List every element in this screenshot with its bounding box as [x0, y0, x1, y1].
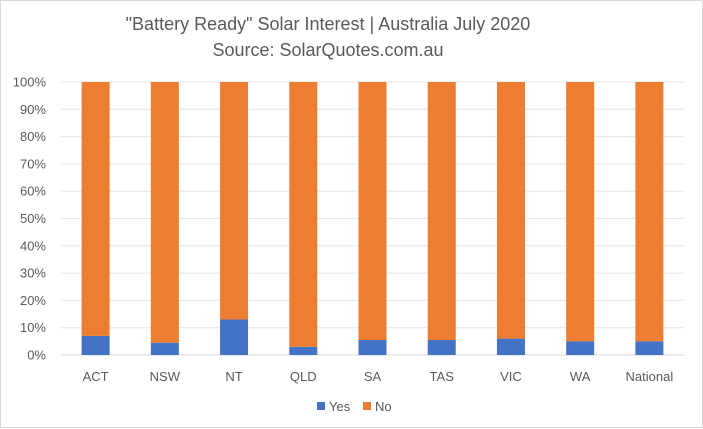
legend-swatch-no — [363, 402, 371, 410]
bar-no-nt — [220, 82, 249, 320]
x-tick-label: National — [626, 369, 674, 384]
bar-yes-act — [81, 335, 110, 355]
x-tick-label: WA — [570, 369, 591, 384]
y-tick-label: 0% — [27, 348, 46, 363]
x-axis-ticks: ACT NSW NT QLD SA TAS VIC WA National — [83, 369, 674, 384]
x-tick-label: NSW — [150, 369, 181, 384]
bar-yes-qld — [289, 346, 318, 355]
y-tick-label: 50% — [20, 211, 46, 226]
x-tick-label: SA — [364, 369, 382, 384]
legend-swatch-yes — [317, 402, 325, 410]
bar-yes-national — [635, 341, 664, 355]
bar-yes-vic — [496, 338, 525, 355]
y-tick-label: 70% — [20, 156, 46, 171]
y-axis-ticks: 0% 10% 20% 30% 40% 50% 60% 70% 80% 90% 100% — [13, 75, 47, 363]
chart-subtitle: Source: SolarQuotes.com.au — [212, 40, 443, 60]
bar-no-wa — [566, 82, 595, 342]
y-tick-label: 60% — [20, 184, 46, 199]
bar-yes-nsw — [150, 342, 179, 355]
y-tick-label: 90% — [20, 102, 46, 117]
y-tick-label: 40% — [20, 238, 46, 253]
bar-no-act — [81, 82, 110, 336]
bar-no-qld — [289, 82, 318, 347]
y-tick-label: 100% — [13, 75, 47, 90]
bars — [81, 82, 664, 355]
bar-yes-tas — [427, 339, 456, 355]
bar-no-nsw — [150, 82, 179, 343]
bar-no-national — [635, 82, 664, 342]
y-tick-label: 80% — [20, 129, 46, 144]
x-tick-label: VIC — [500, 369, 522, 384]
x-tick-label: ACT — [83, 369, 109, 384]
bar-no-tas — [427, 82, 456, 340]
bar-no-sa — [358, 82, 387, 340]
y-tick-label: 20% — [20, 293, 46, 308]
bar-yes-sa — [358, 339, 387, 355]
y-tick-label: 10% — [20, 320, 46, 335]
y-tick-label: 30% — [20, 266, 46, 281]
x-tick-label: NT — [225, 369, 242, 384]
legend: Yes No — [317, 399, 392, 414]
x-tick-label: TAS — [430, 369, 455, 384]
bar-yes-nt — [220, 319, 249, 355]
bar-yes-wa — [566, 341, 595, 355]
x-tick-label: QLD — [290, 369, 317, 384]
chart-title: "Battery Ready" Solar Interest | Austral… — [126, 14, 531, 34]
legend-label-no: No — [375, 399, 392, 414]
legend-label-yes: Yes — [329, 399, 351, 414]
bar-no-vic — [496, 82, 525, 339]
